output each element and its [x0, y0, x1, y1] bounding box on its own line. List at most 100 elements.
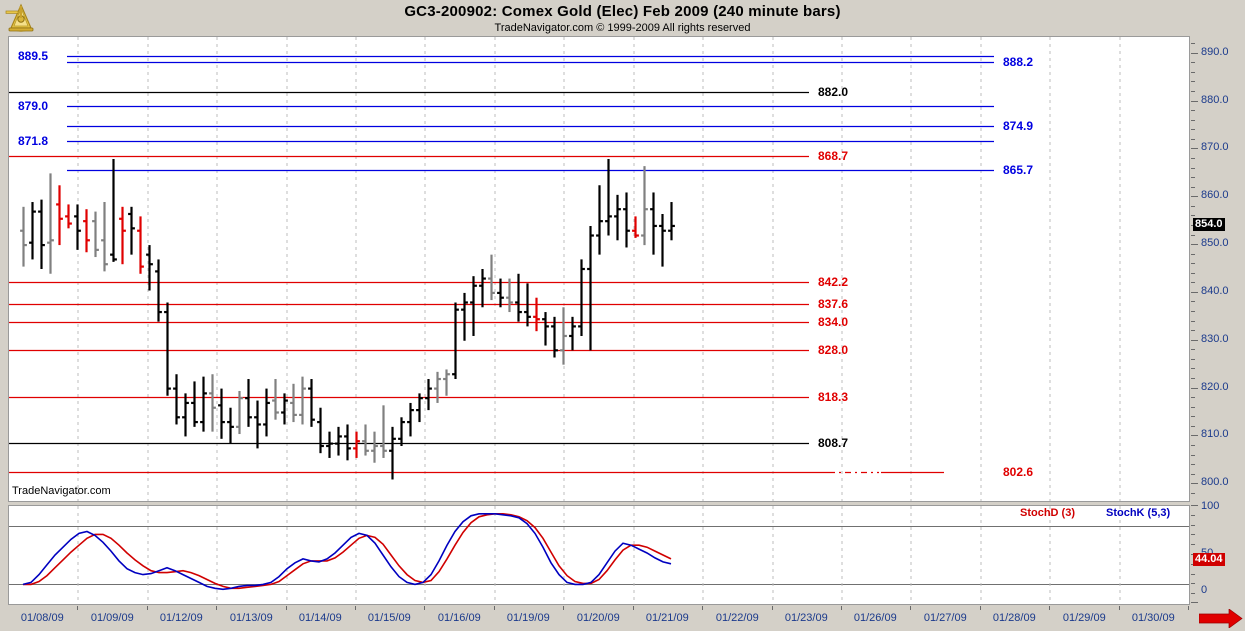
price-axis-minor-tick: [1191, 416, 1195, 417]
stoch-axis-label: 0: [1201, 584, 1208, 596]
date-axis-tick: [633, 606, 634, 610]
price-axis-minor-tick: [1191, 407, 1195, 408]
price-axis-minor-tick: [1191, 349, 1195, 350]
date-axis-tick: [702, 606, 703, 610]
price-level-label: 828.0: [818, 343, 849, 358]
price-axis-minor-tick: [1191, 397, 1195, 398]
price-axis-label: 880.0: [1201, 93, 1229, 106]
price-axis-minor-tick: [1191, 474, 1195, 475]
date-axis-tick: [1119, 606, 1120, 610]
price-axis-minor-tick: [1191, 139, 1195, 140]
price-axis-tick: [1191, 292, 1198, 293]
price-axis-minor-tick: [1191, 215, 1195, 216]
price-axis-label: 850.0: [1201, 237, 1229, 250]
price-axis-minor-tick: [1191, 91, 1195, 92]
page-title: GC3-200902: Comex Gold (Elec) Feb 2009 (…: [404, 3, 841, 20]
date-axis-tick: [1049, 606, 1050, 610]
legend-stochk: StochK (5,3): [1106, 507, 1171, 519]
date-axis[interactable]: 01/08/09 01/09/09 01/12/09 01/13/09 01/14/09…: [0, 606, 1245, 631]
price-level-label: 834.0: [818, 314, 849, 329]
price-axis-minor-tick: [1191, 168, 1195, 169]
date-axis-label: 01/26/09: [853, 612, 897, 624]
price-axis-minor-tick: [1191, 62, 1195, 63]
date-axis-label: 01/13/09: [229, 612, 273, 624]
price-axis-minor-tick: [1191, 455, 1195, 456]
stochastic-panel[interactable]: [8, 505, 1190, 605]
copyright-subtitle: TradeNavigator.com © 1999-2009 All right…: [494, 22, 751, 34]
stoch-axis-minor-tick: [1191, 574, 1195, 575]
price-axis-minor-tick: [1191, 263, 1195, 264]
price-axis-minor-tick: [1191, 81, 1195, 82]
date-axis-tick: [216, 606, 217, 610]
price-axis-minor-tick: [1191, 445, 1195, 446]
stoch-axis-minor-tick: [1191, 583, 1195, 584]
price-axis-label: 800.0: [1201, 476, 1229, 489]
price-level-label: 842.2: [818, 275, 849, 290]
current-price-marker: 854.0: [1193, 217, 1225, 231]
price-axis-label: 820.0: [1201, 380, 1229, 393]
date-axis-label: 01/09/09: [90, 612, 134, 624]
price-axis-minor-tick: [1191, 72, 1195, 73]
date-axis-label: 01/15/09: [367, 612, 411, 624]
stoch-axis-minor-tick: [1191, 525, 1195, 526]
stoch-axis-minor-tick: [1191, 515, 1195, 516]
date-axis-label: 01/23/09: [784, 612, 828, 624]
price-axis-label: 890.0: [1201, 45, 1229, 58]
price-axis-minor-tick: [1191, 129, 1195, 130]
date-axis-tick: [286, 606, 287, 610]
date-axis-tick: [563, 606, 564, 610]
date-axis-label: 01/27/09: [923, 612, 967, 624]
date-axis-tick: [77, 606, 78, 610]
date-axis-label: 01/19/09: [506, 612, 550, 624]
price-level-label: 871.8: [18, 133, 49, 148]
date-axis-tick: [841, 606, 842, 610]
price-axis-minor-tick: [1191, 177, 1195, 178]
date-axis-label: 01/14/09: [298, 612, 342, 624]
price-axis-minor-tick: [1191, 254, 1195, 255]
stoch-axis-tick: [1191, 505, 1198, 506]
price-axis-tick: [1191, 101, 1198, 102]
price-level-label: 837.6: [818, 297, 849, 312]
watermark-text: TradeNavigator.com: [12, 485, 111, 497]
price-chart-panel[interactable]: [8, 36, 1190, 502]
price-axis-minor-tick: [1191, 282, 1195, 283]
price-axis-minor-tick: [1191, 493, 1195, 494]
price-level-label: 889.5: [18, 49, 49, 64]
date-axis-label: 01/29/09: [1062, 612, 1106, 624]
date-axis-label: 01/12/09: [159, 612, 203, 624]
price-axis-tick: [1191, 244, 1198, 245]
stoch-axis-minor-tick: [1191, 534, 1195, 535]
date-axis-tick: [494, 606, 495, 610]
price-axis-label: 870.0: [1201, 141, 1229, 154]
price-axis-minor-tick: [1191, 273, 1195, 274]
price-level-label: 879.0: [18, 99, 49, 114]
price-axis-tick: [1191, 53, 1198, 54]
price-chart-canvas: [9, 37, 1121, 501]
price-axis-minor-tick: [1191, 359, 1195, 360]
price-axis-minor-tick: [1191, 311, 1195, 312]
price-level-label: 865.7: [1003, 162, 1034, 177]
price-axis-label: 840.0: [1201, 284, 1229, 297]
price-axis-minor-tick: [1191, 378, 1195, 379]
red-arrow-icon: [1199, 609, 1243, 628]
stochd-value-marker: 44.04: [1193, 552, 1225, 566]
price-axis-minor-tick: [1191, 158, 1195, 159]
price-axis-tick: [1191, 148, 1198, 149]
stochastic-canvas: [9, 506, 1189, 604]
price-axis-label: 830.0: [1201, 332, 1229, 345]
price-axis[interactable]: 890.0 880.0 870.0 860.0 850.0 840.0 830.0 820.0…: [1191, 36, 1245, 502]
price-axis-tick: [1191, 483, 1198, 484]
price-axis-minor-tick: [1191, 235, 1195, 236]
stoch-axis-label: 100: [1201, 500, 1220, 512]
date-axis-label: 01/22/09: [715, 612, 759, 624]
date-axis-tick: [147, 606, 148, 610]
price-axis-minor-tick: [1191, 301, 1195, 302]
date-axis-tick: [1188, 606, 1189, 610]
price-axis-tick: [1191, 435, 1198, 436]
date-axis-label: 01/08/09: [20, 612, 64, 624]
stoch-axis-tick: [1191, 602, 1198, 603]
price-level-label: 808.7: [818, 435, 849, 450]
date-axis-label: 01/30/09: [1131, 612, 1175, 624]
sextant-logo-icon: [4, 2, 38, 34]
